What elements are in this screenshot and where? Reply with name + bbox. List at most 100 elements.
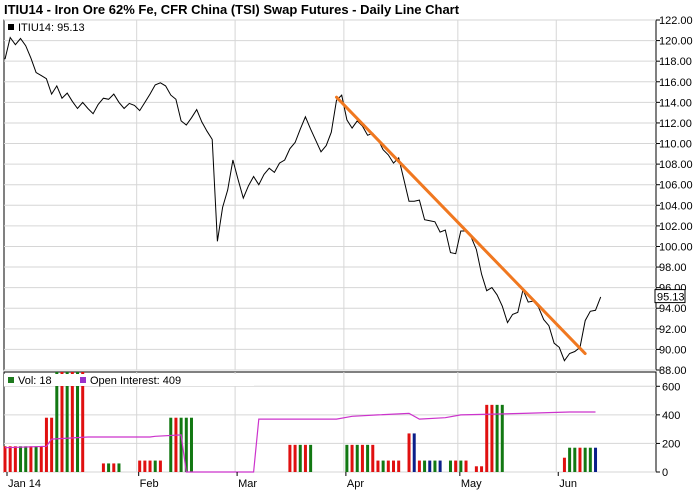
x-tick-label: Apr — [347, 478, 364, 490]
volume-bar — [55, 372, 59, 472]
volume-bar — [143, 460, 147, 472]
x-tick-label: Mar — [238, 478, 257, 490]
volume-bar — [454, 460, 458, 472]
volume-bar — [568, 447, 572, 472]
volume-bar — [474, 466, 478, 472]
volume-bar — [345, 444, 349, 472]
chart-title: ITIU14 - Iron Ore 62% Fe, CFR China (TSI… — [4, 2, 460, 17]
x-tick-label: Jun — [559, 478, 577, 490]
volume-bar — [298, 444, 302, 472]
volume-bar — [360, 444, 364, 472]
volume-bar — [448, 460, 452, 472]
volume-bar — [34, 446, 38, 472]
volume-bar — [189, 417, 193, 472]
volume-bar — [60, 372, 64, 472]
volume-bar — [386, 460, 390, 472]
volume-bar — [174, 417, 178, 472]
volume-bar — [588, 447, 592, 472]
price-tick-label: 120.00 — [659, 36, 693, 48]
price-tick-label: 100.00 — [659, 241, 693, 253]
volume-bar — [412, 433, 416, 472]
price-tick-label: 118.00 — [659, 56, 692, 68]
price-tick-label: 122.00 — [659, 15, 693, 27]
price-tick-label: 88.00 — [659, 365, 687, 377]
price-tick-label: 108.00 — [659, 159, 693, 171]
volume-bar — [39, 446, 43, 472]
price-tick-label: 102.00 — [659, 221, 693, 233]
price-plot-area — [3, 19, 657, 371]
volume-bar — [50, 417, 54, 472]
price-tick-label: 104.00 — [659, 200, 693, 212]
volume-bar — [500, 404, 504, 472]
volume-bar — [350, 444, 354, 472]
volume-legend-bg — [4, 374, 254, 386]
open-interest-line — [4, 411, 596, 473]
price-panel: 88.0090.0092.0094.0096.0098.00100.00102.… — [3, 15, 693, 377]
volume-tick-label: 200 — [662, 438, 680, 450]
volume-bar — [423, 460, 427, 472]
volume-bar — [417, 460, 421, 472]
legend-label-volume: Vol: 18 — [18, 375, 52, 387]
last-value-label: 95.13 — [657, 292, 685, 304]
price-tick-label: 110.00 — [659, 139, 692, 151]
x-tick-label: Feb — [140, 478, 159, 490]
volume-plot-area — [3, 371, 657, 473]
price-tick-label: 106.00 — [659, 180, 693, 192]
volume-tick-label: 0 — [662, 467, 668, 479]
volume-bar — [309, 444, 313, 472]
trendline — [335, 95, 587, 356]
volume-bar — [19, 446, 23, 472]
volume-bar — [407, 433, 411, 472]
volume-bar — [107, 463, 111, 472]
legend-swatch-open-interest — [80, 377, 86, 383]
volume-bar — [293, 444, 297, 472]
volume-bar — [464, 460, 468, 472]
price-tick-label: 98.00 — [659, 262, 687, 274]
volume-bar — [153, 460, 157, 472]
volume-bar — [381, 460, 385, 472]
price-tick-label: 114.00 — [659, 97, 692, 109]
volume-bar — [490, 404, 494, 472]
volume-bar — [138, 460, 142, 472]
volume-bar — [81, 372, 85, 472]
price-tick-label: 94.00 — [659, 303, 687, 315]
volume-bar — [303, 444, 307, 472]
legend-swatch-volume — [8, 377, 14, 383]
volume-bar — [24, 446, 28, 472]
volume-bar — [355, 444, 359, 472]
volume-bar — [44, 417, 48, 472]
volume-tick-label: 400 — [662, 410, 680, 422]
price-line — [4, 36, 602, 362]
volume-bar — [158, 460, 162, 472]
volume-bar — [179, 417, 183, 472]
volume-bar — [13, 446, 17, 472]
volume-bar — [101, 463, 105, 472]
volume-bar — [433, 460, 437, 472]
volume-panel: 0 200 400 600 Vol: 18 Open Interest: 409 — [3, 371, 680, 479]
legend-label-open-interest: Open Interest: 409 — [90, 375, 181, 387]
volume-bar — [562, 457, 566, 472]
legend-label-price: ITIU14: 95.13 — [18, 22, 85, 34]
volume-bar — [371, 444, 375, 472]
volume-bar — [594, 447, 598, 472]
volume-bar — [366, 444, 370, 472]
volume-bar — [117, 463, 121, 472]
volume-bar — [578, 447, 582, 472]
volume-bar — [169, 417, 173, 472]
volume-bar — [573, 447, 577, 472]
x-axis: Jan 14 Feb Mar Apr May Jun — [6, 472, 577, 490]
legend-swatch-price — [8, 24, 14, 30]
volume-bar — [583, 447, 587, 472]
volume-tick-label: 600 — [662, 381, 680, 393]
volume-bar — [480, 466, 484, 472]
volume-bar — [495, 404, 499, 472]
volume-bar — [392, 460, 395, 472]
volume-bar — [397, 460, 401, 472]
price-tick-label: 92.00 — [659, 324, 687, 336]
volume-bar — [376, 460, 380, 472]
volume-bar — [438, 460, 442, 472]
volume-bar — [65, 372, 69, 472]
volume-bar — [29, 446, 33, 472]
x-tick-label: Jan 14 — [8, 478, 41, 490]
